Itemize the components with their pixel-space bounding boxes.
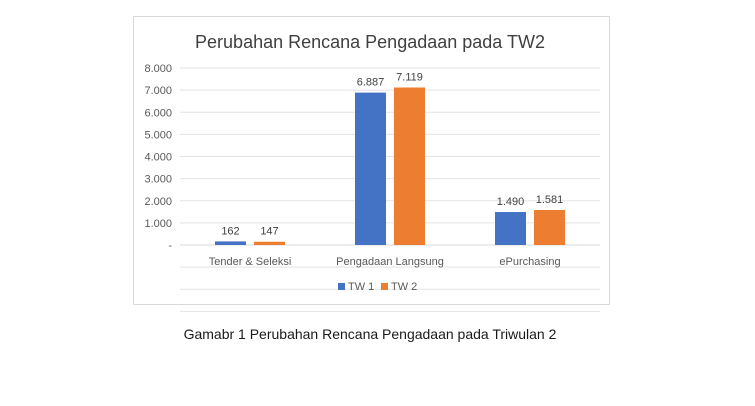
x-tick-label: ePurchasing xyxy=(499,256,560,268)
bar-tw2-2 xyxy=(534,210,565,245)
data-labels: 162 147 6.887 7.119 1.490 1.581 xyxy=(221,71,563,237)
y-tick-label: 1.000 xyxy=(144,218,172,230)
legend-swatch xyxy=(381,283,388,290)
y-tick-label: 5.000 xyxy=(144,129,172,141)
figure-caption: Gamabr 1 Perubahan Rencana Pengadaan pad… xyxy=(183,326,557,342)
y-tick-label: 8.000 xyxy=(144,63,172,75)
data-label: 147 xyxy=(260,226,278,238)
x-tick-label: Tender & Seleksi xyxy=(209,256,292,268)
y-tick-label: 3.000 xyxy=(144,174,172,186)
y-axis-ticks: - 1.000 2.000 3.000 4.000 5.000 6.000 7.000 8.00… xyxy=(144,63,172,252)
data-label: 162 xyxy=(221,225,239,237)
legend-swatch xyxy=(338,283,345,290)
gridlines xyxy=(180,67,600,312)
legend: TW 1 TW 2 xyxy=(338,281,417,293)
x-tick-label: Pengadaan Langsung xyxy=(336,256,444,268)
y-tick-label: 6.000 xyxy=(144,107,172,119)
bar-tw1-1 xyxy=(355,92,386,245)
y-tick-label: - xyxy=(168,240,172,252)
bars xyxy=(215,87,565,245)
legend-label: TW 2 xyxy=(391,281,417,293)
x-axis-labels: Tender & Seleksi Pengadaan Langsung ePurch… xyxy=(209,256,561,268)
data-label: 6.887 xyxy=(357,77,385,89)
bar-tw2-1 xyxy=(394,87,425,245)
y-tick-label: 2.000 xyxy=(144,196,172,208)
y-tick-label: 7.000 xyxy=(144,85,172,97)
data-label: 1.490 xyxy=(497,196,525,208)
bar-tw1-2 xyxy=(495,212,526,245)
y-tick-label: 4.000 xyxy=(144,152,172,164)
data-label: 7.119 xyxy=(396,71,423,83)
bar-tw2-0 xyxy=(254,241,285,245)
bar-tw1-0 xyxy=(215,241,246,245)
data-label: 1.581 xyxy=(536,194,564,206)
legend-label: TW 1 xyxy=(348,281,374,293)
chart-title: Perubahan Rencana Pengadaan pada TW2 xyxy=(195,32,545,52)
